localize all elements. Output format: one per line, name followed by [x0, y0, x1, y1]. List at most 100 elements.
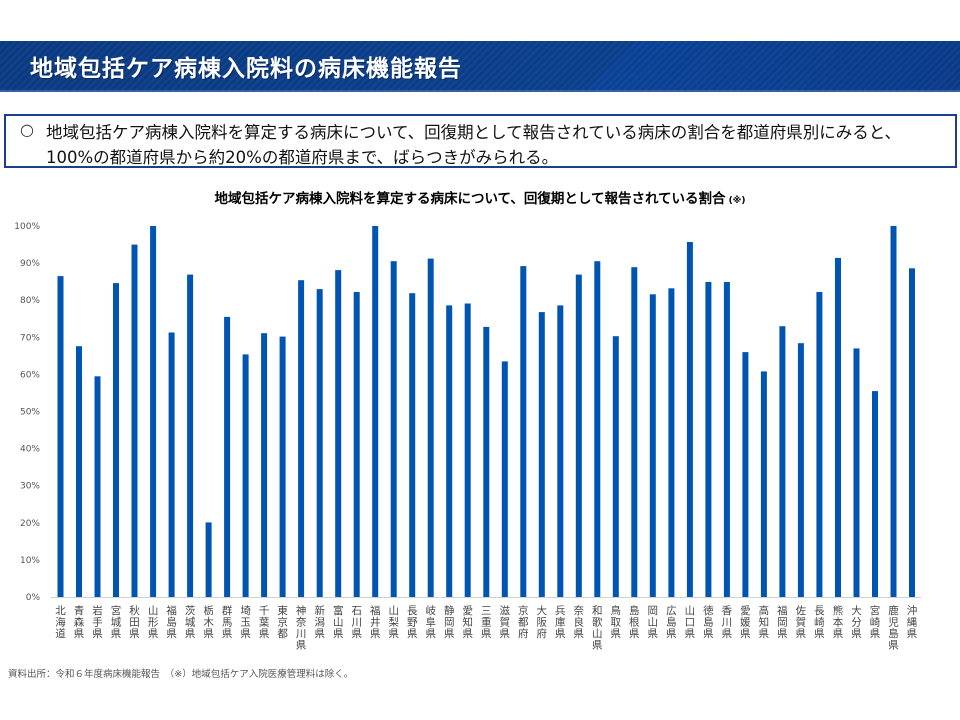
- bars: [57, 226, 915, 597]
- x-tick-label: 茨城県: [185, 604, 196, 640]
- summary-box: ○ 地域包括ケア病棟入院料を算定する病床について、回復期として報告されている病床…: [4, 114, 957, 168]
- bar-岐阜県: [427, 258, 434, 597]
- x-tick-label: 高知県: [759, 604, 770, 640]
- x-tick-label: 福井県: [370, 604, 381, 640]
- x-tick-label: 埼玉県: [240, 604, 251, 640]
- x-tick-label: 栃木県: [203, 604, 214, 640]
- x-tick-label: 石川県: [351, 605, 362, 640]
- bar-広島県: [668, 288, 675, 597]
- bar-島根県: [631, 267, 638, 597]
- summary-line-1: 地域包括ケア病棟入院料を算定する病床について、回復期として報告されている病床の割…: [46, 123, 902, 142]
- bar-埼玉県: [242, 354, 249, 597]
- x-tick-label: 佐賀県: [796, 604, 807, 640]
- x-tick-label: 岩手県: [92, 604, 103, 640]
- x-tick-label: 熊本県: [833, 604, 844, 640]
- chart-title-text: 地域包括ケア病棟入院料を算定する病床について、回復期として報告されている割合: [214, 191, 726, 207]
- source-footnote: 資料出所：令和６年度病床機能報告 （※）地域包括ケア入院医療管理料は除く。: [8, 669, 354, 680]
- x-tick-label: 群馬県: [222, 604, 233, 640]
- chart-title-note: (※): [728, 196, 746, 206]
- bar-三重県: [483, 326, 490, 597]
- x-tick-label: 香川県: [722, 605, 733, 640]
- x-tick-label: 徳島県: [703, 604, 714, 640]
- bar-静岡県: [446, 305, 453, 597]
- bar-大阪府: [538, 312, 545, 597]
- x-tick-label: 愛媛県: [740, 604, 751, 640]
- bar-岩手県: [94, 376, 101, 597]
- bar-愛知県: [464, 303, 471, 597]
- x-tick-label: 福島県: [166, 604, 177, 640]
- bar-和歌山県: [594, 261, 601, 597]
- x-tick-label: 大分県: [851, 604, 862, 640]
- x-tick-label: 愛知県: [462, 604, 473, 640]
- bar-滋賀県: [501, 361, 508, 597]
- bar-長崎県: [816, 292, 823, 597]
- bar-山梨県: [390, 261, 397, 597]
- x-tick-label: 宮崎県: [870, 604, 881, 640]
- bar-北海道: [57, 276, 64, 597]
- bar-新潟県: [316, 289, 323, 597]
- bar-群馬県: [224, 316, 231, 597]
- bar-神奈川県: [298, 280, 305, 597]
- y-tick-label: 70%: [20, 333, 40, 343]
- x-tick-label: 京都府: [518, 604, 529, 640]
- bar-福井県: [372, 226, 379, 597]
- bar-chart: 0% 10% 20% 30% 40% 50% 60% 70% 80% 90% 100% 北海道青森県…: [14, 222, 921, 652]
- x-tick-label: 北海道: [55, 605, 66, 640]
- x-tick-label: 岡山県: [648, 605, 659, 640]
- bar-徳島県: [705, 282, 712, 597]
- bar-千葉県: [261, 333, 268, 597]
- x-tick-label: 岐阜県: [425, 604, 436, 640]
- x-tick-label: 長野県: [407, 605, 418, 640]
- y-tick-label: 30%: [20, 482, 40, 492]
- x-tick-label: 青森県: [74, 604, 85, 640]
- summary-line-2: 100%の都道府県から約20%の都道府県まで、ばらつきがみられる。: [46, 148, 559, 167]
- x-tick-label: 福岡県: [777, 604, 788, 640]
- bar-鳥取県: [612, 336, 619, 597]
- x-tick-label: 秋田県: [129, 604, 140, 640]
- bar-佐賀県: [797, 343, 804, 597]
- x-tick-label: 島根県: [629, 604, 640, 640]
- header-stripes: [0, 41, 960, 90]
- x-tick-label: 山口県: [685, 605, 696, 640]
- y-tick-label: 60%: [20, 370, 40, 380]
- bar-長野県: [409, 293, 416, 597]
- x-tick-label: 広島県: [666, 604, 677, 640]
- x-tick-label: 千葉県: [259, 605, 270, 640]
- y-tick-label: 80%: [20, 296, 40, 306]
- bar-高知県: [760, 371, 767, 597]
- bar-福島県: [168, 332, 175, 597]
- x-tick-label: 静岡県: [444, 604, 455, 640]
- bar-秋田県: [131, 244, 138, 597]
- x-tick-label: 兵庫県: [555, 604, 566, 640]
- x-tick-label: 奈良県: [574, 604, 585, 640]
- x-tick-label: 和歌山県: [592, 605, 603, 652]
- y-tick-label: 20%: [20, 519, 40, 529]
- header-diagonal-decoration: [587, 41, 960, 90]
- bar-東京都: [279, 336, 286, 597]
- y-tick-label: 90%: [20, 259, 40, 269]
- x-tick-label: 長崎県: [814, 605, 825, 640]
- bar-兵庫県: [557, 305, 564, 597]
- x-tick-label: 東京都: [277, 604, 288, 640]
- y-axis: 0% 10% 20% 30% 40% 50% 60% 70% 80% 90% 100%: [14, 222, 40, 603]
- bar-京都府: [520, 266, 527, 597]
- bar-沖縄県: [909, 268, 915, 597]
- bar-大分県: [853, 348, 860, 597]
- y-tick-label: 10%: [20, 556, 40, 566]
- bar-愛媛県: [742, 352, 749, 597]
- bar-青森県: [76, 346, 82, 597]
- y-tick-label: 100%: [14, 222, 40, 232]
- bar-宮城県: [113, 283, 119, 597]
- y-tick-label: 50%: [20, 408, 40, 418]
- bar-石川県: [353, 292, 360, 597]
- x-tick-label: 宮城県: [111, 604, 122, 640]
- x-tick-label: 富山県: [333, 604, 344, 640]
- bar-茨城県: [187, 274, 194, 597]
- bar-岡山県: [649, 294, 656, 597]
- bar-鹿児島県: [890, 226, 897, 597]
- bar-山口県: [686, 242, 693, 597]
- y-tick-label: 0%: [26, 593, 41, 603]
- x-tick-label: 山形県: [148, 605, 159, 640]
- x-tick-label: 沖縄県: [907, 604, 918, 640]
- x-tick-label: 大阪府: [537, 604, 548, 640]
